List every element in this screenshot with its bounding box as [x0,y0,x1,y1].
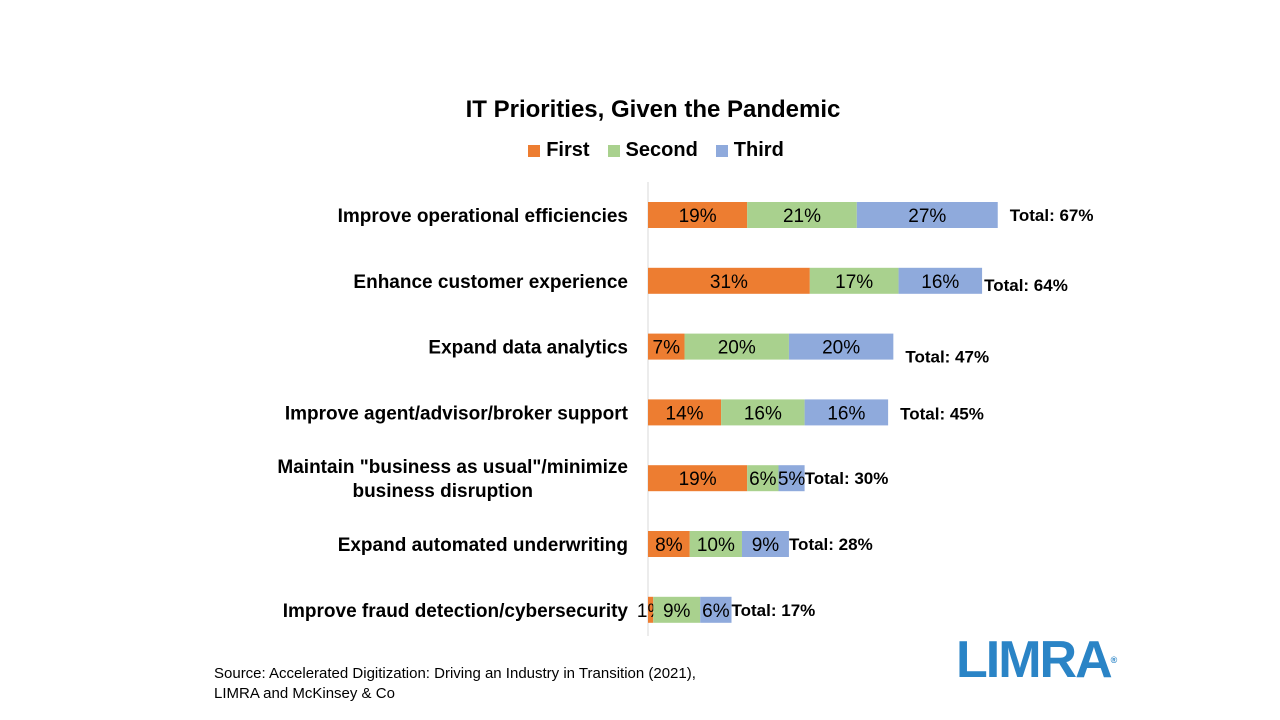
data-label-second: 9% [663,601,691,622]
source-note: Source: Accelerated Digitization: Drivin… [214,664,696,704]
total-label: Total: 17% [732,601,816,620]
bar-segment-third [741,531,789,557]
total-label: Total: 28% [789,535,873,554]
category-label: Improve operational efficiencies [338,206,628,227]
data-label-first: 19% [679,206,717,227]
data-label-third: 16% [827,403,865,424]
data-label-first: 19% [679,469,717,490]
logo-text: LIMRA [956,631,1113,689]
bar-segment-third [856,202,998,228]
category-label: Improve fraud detection/cybersecurity [283,601,629,622]
category-label-line: business disruption [352,481,533,502]
total-label: Total: 45% [900,404,984,423]
source-line-2: LIMRA and McKinsey & Co [214,685,395,702]
data-label-first: 14% [666,403,704,424]
data-label-third: 6% [702,601,730,622]
total-label: Total: 30% [805,469,889,488]
chart-title: IT Priorities, Given the Pandemic [465,96,841,123]
legend-label-third: Third [733,139,784,161]
bar-segment-first [648,399,722,426]
legend-item-first: First [528,139,590,162]
bar-segment-second [653,596,701,623]
data-label-third: 27% [908,206,946,227]
bar-segment-second [747,202,857,228]
source-line-1: Source: Accelerated Digitization: Drivin… [214,665,696,682]
category-label-line: Enhance customer experience [353,272,628,293]
legend-item-third: Third [715,139,784,162]
total-label: Total: 47% [905,348,989,367]
legend-swatch-first [528,144,541,157]
logo-registered-mark: ® [1110,655,1118,665]
bar-segment-first [648,202,748,228]
bar-segment-first [648,596,654,623]
data-label-second: 6% [749,469,777,490]
category-label: Improve agent/advisor/broker support [285,403,629,424]
bar-segment-third [778,465,805,492]
bar-segment-first [648,333,685,360]
data-label-second: 16% [744,403,782,424]
category-label-line: Improve agent/advisor/broker support [285,403,629,424]
legend-label-second: Second [625,139,698,161]
data-label-second: 17% [835,272,873,293]
data-label-third: 9% [752,535,780,556]
bar-segment-second [747,465,779,492]
bar-segment-second [689,531,742,557]
data-label-first: 7% [653,338,681,359]
category-label: Expand data analytics [428,338,628,359]
category-label: Expand automated underwriting [338,535,628,556]
legend: First Second Third [0,139,1280,162]
data-label-second: 10% [697,535,735,556]
bar-segment-third [804,399,889,426]
data-label-second: 21% [783,206,821,227]
category-label-line: Improve fraud detection/cybersecurity [283,601,629,622]
bar-segment-second [809,267,899,294]
category-label: Maintain "business as usual"/minimize bus… [277,457,628,502]
legend-swatch-third [715,144,728,157]
bar-segment-second [721,399,805,426]
category-label: Enhance customer experience [353,272,628,293]
legend-label-first: First [546,139,590,161]
data-label-first: 31% [710,272,748,293]
category-label-line: Improve operational efficiencies [338,206,628,227]
legend-swatch-second [607,144,620,157]
bar-segment-first [648,267,810,294]
data-label-second: 20% [718,338,756,359]
category-label-line: Expand data analytics [428,338,628,359]
total-label: Total: 64% [984,276,1068,295]
category-label-line: Maintain "business as usual"/minimize [277,457,628,478]
data-label-third: 16% [921,272,959,293]
category-label-line: Expand automated underwriting [338,535,628,556]
bar-segment-third [898,267,983,294]
data-label-third: 5% [778,469,806,490]
total-label: Total: 67% [1010,206,1094,225]
limra-logo: LIMRA® [956,634,1117,686]
data-label-third: 20% [822,338,860,359]
bar-segment-first [648,531,690,557]
bar-segment-second [684,333,789,360]
bar-segment-third [788,333,894,360]
bar-segment-first [648,465,748,492]
bar-segment-third [700,596,732,623]
data-label-first: 8% [655,535,683,556]
legend-item-second: Second [607,139,698,162]
